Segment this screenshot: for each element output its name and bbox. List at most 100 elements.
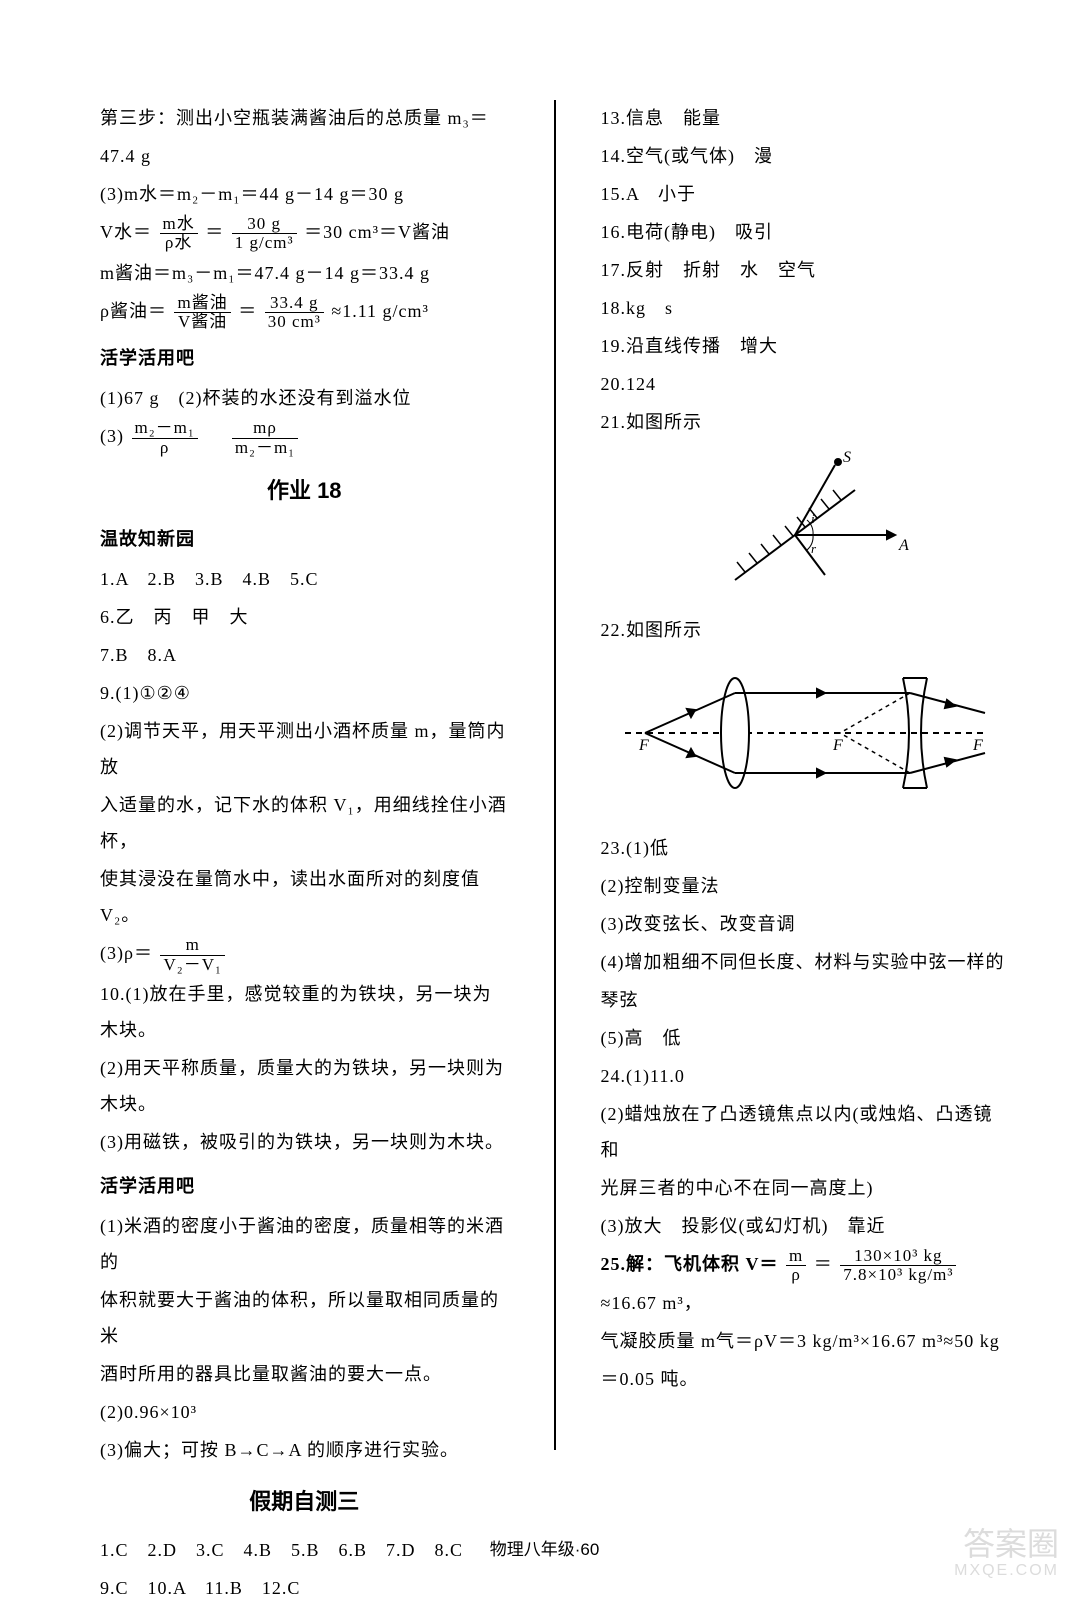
text-line: 47.4 g [100, 138, 509, 174]
text-line: 第三步：测出小空瓶装满酱油后的总质量 m₃＝ [100, 100, 509, 136]
denominator: m₂－m₁ [232, 439, 298, 458]
answer-line: 24.(1)11.0 [601, 1058, 1010, 1094]
answer-line: 19.沿直线传播 增大 [601, 328, 1010, 364]
lens-ray-diagram: F F F [601, 658, 1010, 820]
fraction: mV₂－V₁ [160, 936, 224, 974]
text-line: (3)偏大；可按 B→C→A 的顺序进行实验。 [100, 1432, 509, 1468]
fraction: 30 g1 g/cm³ [232, 215, 297, 253]
fraction: mρ [786, 1247, 806, 1285]
answer-line: 23.(1)低 [601, 830, 1010, 866]
formula-mid: ＝ [238, 301, 257, 321]
text-line: m酱油＝m₃－m₁＝47.4 g－14 g＝33.4 g [100, 255, 509, 291]
answer-line: 14.空气(或气体) 漫 [601, 138, 1010, 174]
lens-svg: F F F [615, 658, 995, 808]
formula-mid: ＝ [205, 222, 224, 242]
numerator: m₂－m₁ [132, 419, 198, 439]
answer-line: 1.A 2.B 3.B 4.B 5.C [100, 561, 509, 597]
formula-line: ρ酱油＝ m酱油V酱油 ＝ 33.4 g30 cm³ ≈1.11 g/cm³ [100, 293, 509, 332]
text-line: (1)米酒的密度小于酱油的密度，质量相等的米酒的 [100, 1208, 509, 1280]
answer-line: (2)控制变量法 [601, 868, 1010, 904]
numerator: m [160, 936, 224, 956]
text-line: (2)调节天平，用天平测出小酒杯质量 m，量筒内放 [100, 713, 509, 785]
fraction: 33.4 g30 cm³ [265, 294, 324, 332]
answer-line: (3)放大 投影仪(或幻灯机) 靠近 [601, 1208, 1010, 1244]
formula-prefix: (3)ρ＝ [100, 943, 153, 963]
svg-text:F: F [972, 737, 983, 754]
svg-text:r: r [811, 541, 817, 556]
text-line: 气凝胶质量 m气＝ρV＝3 kg/m³×16.67 m³≈50 kg [601, 1323, 1010, 1359]
answer-line: 16.电荷(静电) 吸引 [601, 214, 1010, 250]
numerator: 30 g [232, 215, 297, 235]
right-column: 13.信息 能量 14.空气(或气体) 漫 15.A 小于 16.电荷(静电) … [586, 100, 1010, 1450]
numerator: m酱油 [174, 294, 230, 314]
section-heading: 温故知新园 [100, 521, 509, 557]
column-divider [554, 100, 556, 1450]
numerator: m水 [160, 215, 198, 235]
denominator: ρ水 [160, 234, 198, 253]
answer-line: 9.C 10.A 11.B 12.C [100, 1570, 509, 1606]
formula-prefix: ρ酱油＝ [100, 301, 167, 321]
text-line: (2)用天平称质量，质量大的为铁块，另一块则为木块。 [100, 1050, 509, 1122]
svg-text:A: A [898, 537, 909, 554]
numerator: 33.4 g [265, 294, 324, 314]
denominator: V酱油 [174, 313, 230, 332]
formula-prefix: (3) [100, 426, 124, 446]
answer-line: 22.如图所示 [601, 612, 1010, 648]
left-column: 第三步：测出小空瓶装满酱油后的总质量 m₃＝ 47.4 g (3)m水＝m₂－m… [100, 100, 524, 1450]
assignment-title: 作业 18 [100, 469, 509, 513]
text-line: (2)0.96×10³ [100, 1394, 509, 1430]
two-column-layout: 第三步：测出小空瓶装满酱油后的总质量 m₃＝ 47.4 g (3)m水＝m₂－m… [100, 100, 1009, 1450]
numerator: 130×10³ kg [840, 1247, 956, 1267]
formula-line: (3)ρ＝ mV₂－V₁ [100, 935, 509, 974]
text-line: (4)增加粗细不同但长度、材料与实验中弦一样的 [601, 944, 1010, 980]
section-heading: 活学活用吧 [100, 340, 509, 376]
watermark-main: 答案圈 [954, 1527, 1059, 1562]
formula-suffix: ＝30 cm³＝V酱油 [304, 222, 450, 242]
denominator: 30 cm³ [265, 313, 324, 332]
formula-suffix: ≈16.67 m³， [601, 1293, 703, 1313]
svg-text:F: F [832, 737, 843, 754]
text-line: (3)用磁铁，被吸引的为铁块，另一块则为木块。 [100, 1124, 509, 1160]
text-line: (3)m水＝m₂－m₁＝44 g－14 g＝30 g [100, 176, 509, 212]
text-line: 酒时所用的器具比量取酱油的要大一点。 [100, 1356, 509, 1392]
section-heading: 活学活用吧 [100, 1168, 509, 1204]
text-line: 10.(1)放在手里，感觉较重的为铁块，另一块为木块。 [100, 976, 509, 1048]
formula-suffix: ≈1.11 g/cm³ [331, 301, 429, 321]
watermark-sub: MXQE.COM [954, 1562, 1059, 1580]
svg-text:S: S [843, 450, 851, 466]
answer-line: 7.B 8.A [100, 637, 509, 673]
fraction: m₂－m₁ρ [132, 419, 198, 457]
formula-mid [205, 426, 224, 446]
watermark: 答案圈 MXQE.COM [954, 1527, 1059, 1580]
fraction: mρm₂－m₁ [232, 419, 298, 457]
text-line: 入适量的水，记下水的体积 V₁，用细线拴住小酒杯， [100, 787, 509, 859]
mirror-reflection-diagram: S A i r [601, 450, 1010, 602]
numerator: mρ [232, 419, 298, 439]
denominator: V₂－V₁ [160, 956, 224, 975]
numerator: m [786, 1247, 806, 1267]
reflection-svg: S A i r [695, 450, 915, 590]
answer-line: 6.乙 丙 甲 大 [100, 599, 509, 635]
formula-line: 25.解：飞机体积 V＝ mρ ＝ 130×10³ kg7.8×10³ kg/m… [601, 1246, 1010, 1321]
denominator: 7.8×10³ kg/m³ [840, 1266, 956, 1285]
denominator: 1 g/cm³ [232, 234, 297, 253]
text-line: 体积就要大于酱油的体积，所以量取相同质量的米 [100, 1282, 509, 1354]
text-line: ＝0.05 吨。 [601, 1361, 1010, 1397]
formula-mid: ＝ [814, 1254, 833, 1274]
answer-line: 18.kg s [601, 290, 1010, 326]
test-title: 假期自测三 [100, 1480, 509, 1524]
text-line: (2)蜡烛放在了凸透镜焦点以内(或烛焰、凸透镜和 [601, 1096, 1010, 1168]
answer-line: 21.如图所示 [601, 404, 1010, 440]
answer-line: 20.124 [601, 366, 1010, 402]
answer-line: 15.A 小于 [601, 176, 1010, 212]
answer-line: 17.反射 折射 水 空气 [601, 252, 1010, 288]
text-line: 使其浸没在量筒水中，读出水面所对的刻度值 V₂。 [100, 861, 509, 933]
svg-text:F: F [638, 737, 649, 754]
formula-line: (3) m₂－m₁ρ mρm₂－m₁ [100, 418, 509, 457]
formula-prefix: 25.解：飞机体积 V＝ [601, 1254, 779, 1274]
text-line: 琴弦 [601, 982, 1010, 1018]
formula-line: V水＝ m水ρ水 ＝ 30 g1 g/cm³ ＝30 cm³＝V酱油 [100, 214, 509, 253]
fraction: m水ρ水 [160, 215, 198, 253]
answer-line: 13.信息 能量 [601, 100, 1010, 136]
denominator: ρ [786, 1266, 806, 1285]
